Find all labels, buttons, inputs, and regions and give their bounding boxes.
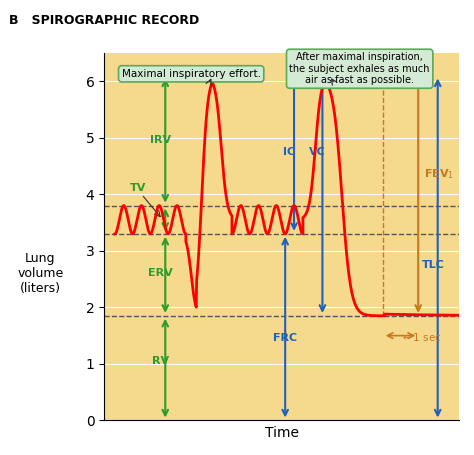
Y-axis label: Lung
volume
(liters): Lung volume (liters)	[17, 252, 64, 295]
Text: TLC: TLC	[422, 260, 445, 270]
Text: FEV$_1$: FEV$_1$	[424, 167, 454, 181]
Text: $\leftarrow$1 sec: $\leftarrow$1 sec	[401, 331, 442, 343]
Text: Maximal inspiratory effort.: Maximal inspiratory effort.	[122, 69, 261, 79]
X-axis label: Time: Time	[264, 426, 299, 440]
Text: IRV: IRV	[150, 136, 171, 146]
Text: After maximal inspiration,
the subject exhales as much
air as fast as possible.: After maximal inspiration, the subject e…	[290, 52, 430, 86]
Text: RV: RV	[152, 356, 169, 366]
Text: ERV: ERV	[148, 268, 173, 278]
Text: VC: VC	[310, 147, 326, 157]
Text: B   SPIROGRAPHIC RECORD: B SPIROGRAPHIC RECORD	[9, 14, 200, 27]
Text: FRC: FRC	[273, 333, 297, 343]
Text: TV: TV	[130, 183, 146, 193]
Text: IC: IC	[283, 147, 295, 157]
